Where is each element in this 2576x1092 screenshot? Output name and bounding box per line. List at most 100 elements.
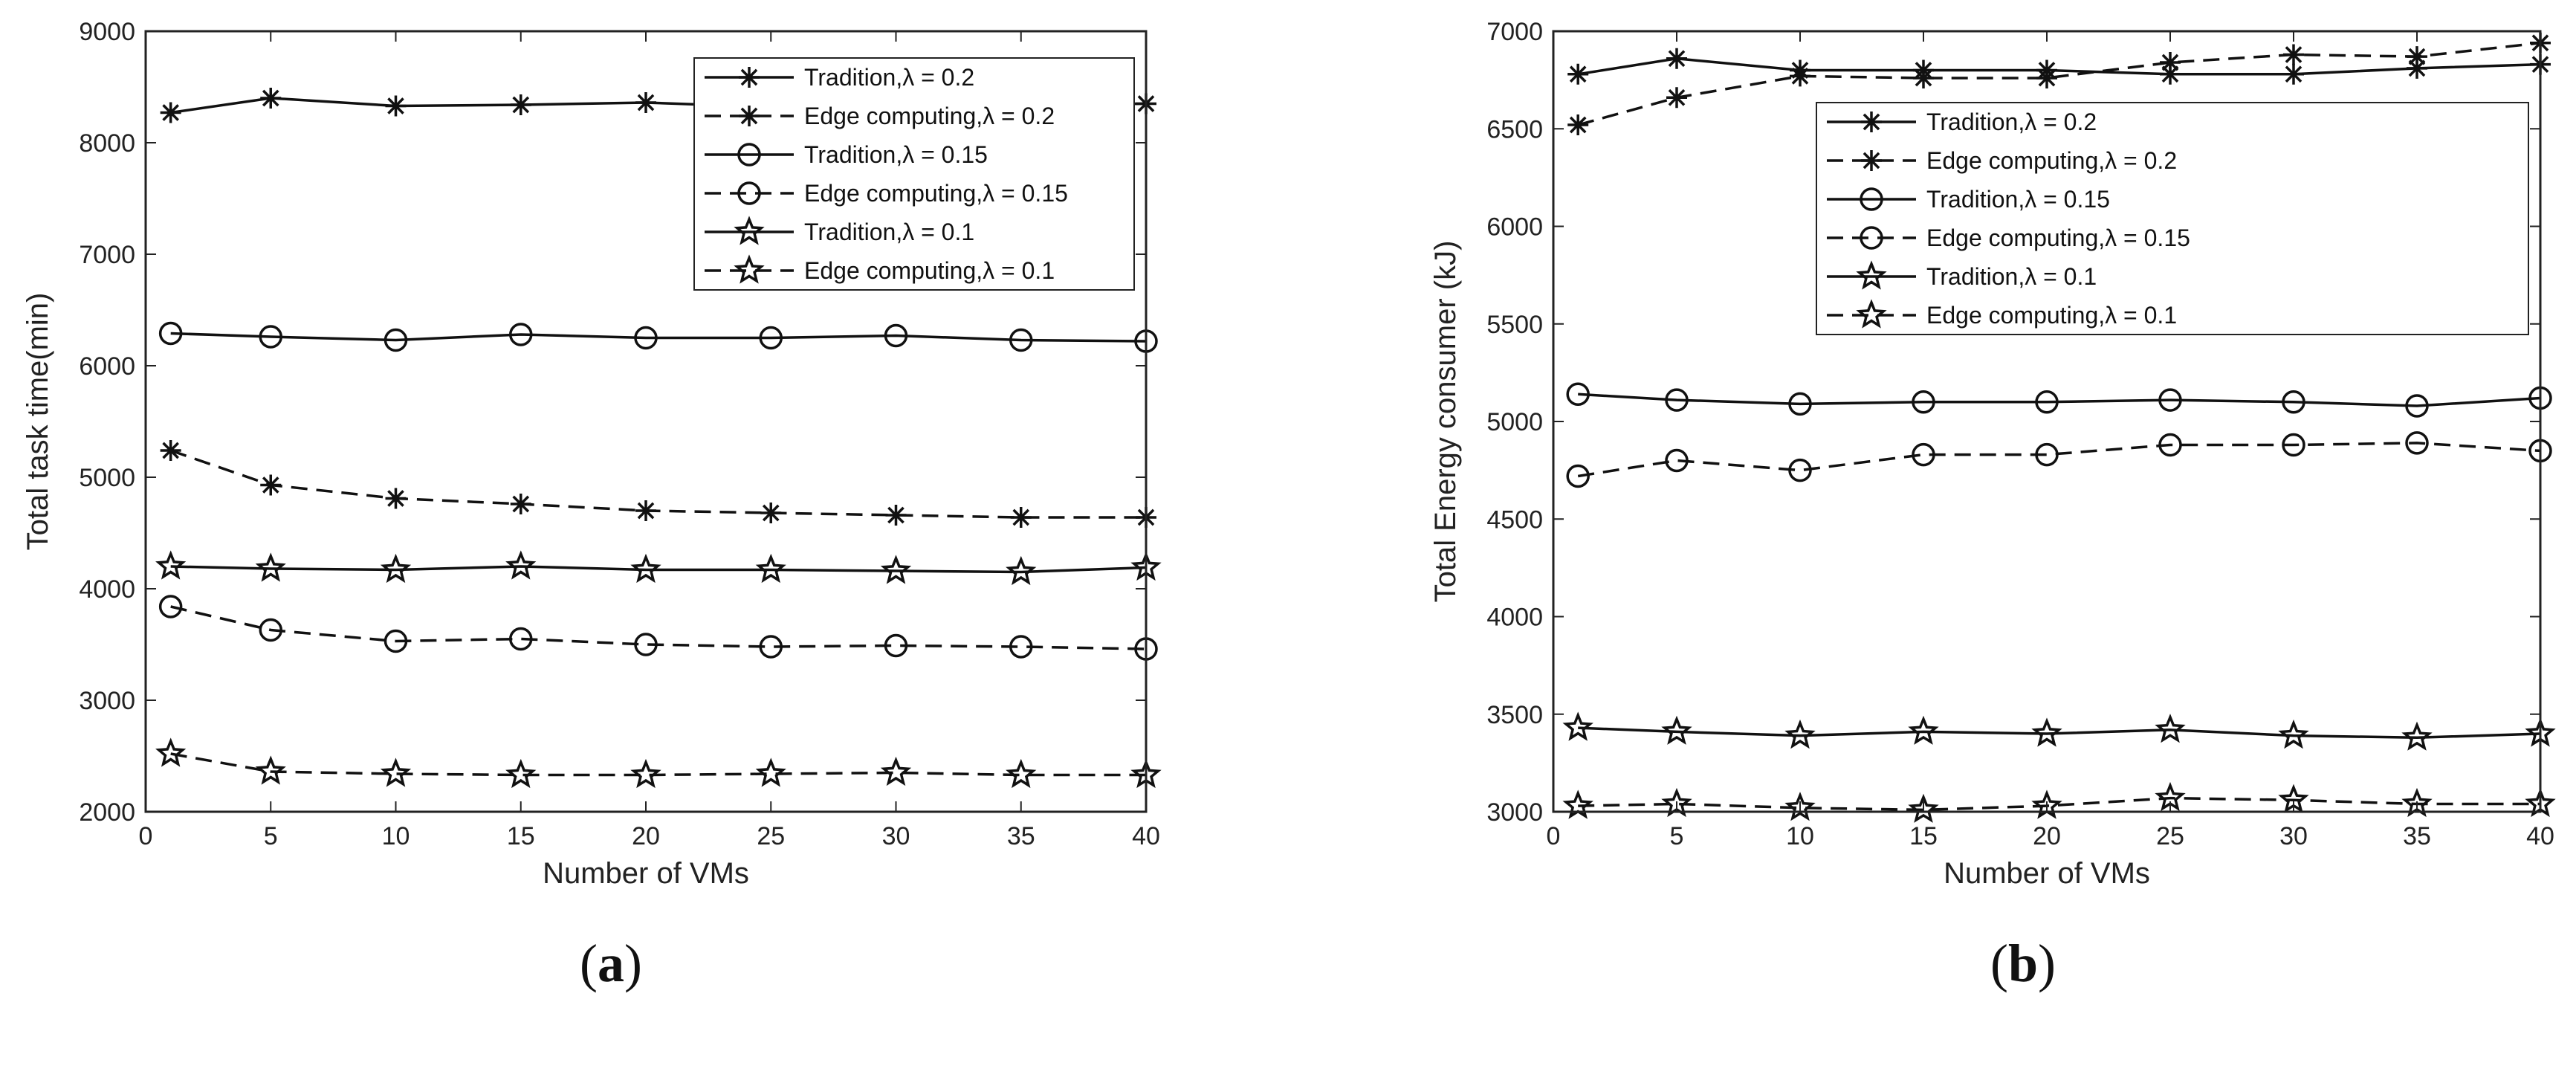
data-point-s0-p4 xyxy=(635,92,656,113)
x-tick-label: 20 xyxy=(2033,822,2061,850)
data-point-s4-p2 xyxy=(1784,719,1816,749)
legend-label: Tradition,λ = 0.2 xyxy=(804,64,974,91)
series-line xyxy=(170,449,1146,519)
data-point-s2-p5 xyxy=(2158,388,2182,412)
legend: Tradition,λ = 0.2 Edge computing,λ = 0.2 T… xyxy=(693,57,1135,291)
data-point-s2-p7 xyxy=(2405,394,2429,418)
x-tick-label: 0 xyxy=(139,822,153,850)
data-point-s4-p5 xyxy=(2155,714,2186,743)
data-point-s2-p4 xyxy=(2035,390,2059,414)
data-point-s3-p7 xyxy=(2405,431,2429,455)
legend-marker xyxy=(1856,260,1887,290)
x-tick-label: 5 xyxy=(1670,822,1684,850)
data-point-s5-p1 xyxy=(255,755,286,785)
legend-label: Tradition,λ = 0.15 xyxy=(804,141,988,168)
series-5 xyxy=(155,737,1162,789)
legend-label: Edge computing,λ = 0.2 xyxy=(1926,147,2177,174)
data-point-s0-p7 xyxy=(2407,57,2427,79)
series-line xyxy=(170,332,1147,343)
legend-item: Edge computing,λ = 0.15 xyxy=(1827,224,2190,251)
x-tick-label: 0 xyxy=(1547,822,1561,850)
x-axis-label: Number of VMs xyxy=(1944,857,2150,890)
y-tick-label: 7000 xyxy=(1486,18,1543,46)
legend-item: Tradition,λ = 0.15 xyxy=(705,141,988,168)
x-tick-label: 30 xyxy=(882,822,910,850)
data-point-s1-p3 xyxy=(1913,68,1934,88)
legend-marker xyxy=(1861,112,1882,132)
legend-item: Edge computing,λ = 0.1 xyxy=(1827,299,2177,329)
x-tick-label: 5 xyxy=(264,822,278,850)
data-point-s3-p5 xyxy=(759,635,783,659)
data-point-s4-p4 xyxy=(2031,717,2062,747)
x-tick-label: 40 xyxy=(2526,822,2554,850)
caption-close: ) xyxy=(2038,934,2056,993)
legend-label: Tradition,λ = 0.15 xyxy=(1926,186,2110,213)
x-tick-label: 35 xyxy=(1007,822,1035,850)
y-tick-label: 5500 xyxy=(1486,311,1543,339)
y-tick-label: 3000 xyxy=(1486,798,1543,827)
data-point-s4-p5 xyxy=(755,553,786,584)
legend-marker xyxy=(734,216,765,245)
caption-open: ( xyxy=(580,934,598,993)
data-point-s0-p5 xyxy=(2160,63,2181,85)
data-point-s3-p5 xyxy=(2158,433,2182,457)
series-line xyxy=(1578,726,2541,740)
series-4 xyxy=(155,550,1162,586)
caption-b: (b) xyxy=(1990,934,2056,993)
legend-item: Edge computing,λ = 0.15 xyxy=(705,180,1068,207)
y-tick-label: 7000 xyxy=(79,241,135,269)
data-point-s4-p7 xyxy=(2401,721,2433,751)
chart-panel-a: 0 5 10 15 20 25 30 35 40 2000 3000 4000 5000 6000 700… xyxy=(22,18,1162,890)
data-point-s1-p5 xyxy=(760,503,782,523)
data-point-s5-p5 xyxy=(755,757,786,787)
legend-label: Tradition,λ = 0.1 xyxy=(1926,263,2097,290)
data-point-s1-p7 xyxy=(2407,46,2427,68)
x-tick-label: 10 xyxy=(1786,822,1814,850)
legend-marker xyxy=(1861,150,1882,171)
y-axis-label: Total task time(min) xyxy=(22,293,54,551)
legend-item: Tradition,λ = 0.1 xyxy=(705,216,974,245)
data-point-s0-p1 xyxy=(260,88,282,109)
x-tick-label: 25 xyxy=(757,822,785,850)
data-point-s0-p3 xyxy=(510,94,531,115)
legend-item: Tradition,λ = 0.2 xyxy=(705,64,974,91)
data-point-s1-p1 xyxy=(1666,87,1687,109)
data-point-s0-p6 xyxy=(2283,63,2304,85)
data-point-s2-p6 xyxy=(2282,390,2305,414)
legend-box xyxy=(693,57,1135,291)
data-point-s0-p0 xyxy=(160,102,181,123)
data-point-s3-p3 xyxy=(1912,442,1935,467)
data-point-s1-p2 xyxy=(1790,65,1810,87)
series-3 xyxy=(158,595,1158,661)
data-point-s5-p3 xyxy=(1908,793,1939,823)
legend-label: Edge computing,λ = 0.2 xyxy=(804,103,1055,129)
series-4 xyxy=(1562,711,2556,751)
series-line xyxy=(1577,442,2541,478)
data-point-s3-p2 xyxy=(1788,458,1812,482)
data-point-s0-p2 xyxy=(385,95,407,117)
data-point-s3-p6 xyxy=(884,633,908,658)
y-tick-label: 6000 xyxy=(1486,213,1543,242)
data-point-s2-p2 xyxy=(1788,392,1812,416)
data-point-s4-p1 xyxy=(255,552,286,582)
data-point-s5-p7 xyxy=(1006,758,1037,789)
data-point-s2-p4 xyxy=(634,326,658,350)
series-line xyxy=(1578,392,2541,407)
legend-marker xyxy=(737,143,761,167)
data-point-s2-p1 xyxy=(1665,388,1689,412)
legend: Tradition,λ = 0.2 Edge computing,λ = 0.2 T… xyxy=(1816,102,2529,335)
y-tick-label: 3000 xyxy=(79,687,135,715)
data-point-s4-p7 xyxy=(1006,555,1037,586)
data-point-s3-p1 xyxy=(1665,448,1689,473)
data-point-s4-p3 xyxy=(1908,715,1939,745)
data-point-s2-p0 xyxy=(1566,382,1590,406)
data-point-s1-p0 xyxy=(160,440,181,461)
data-point-s1-p1 xyxy=(260,474,282,496)
legend-label: Edge computing,λ = 0.15 xyxy=(804,180,1068,207)
y-tick-label: 4000 xyxy=(79,575,135,604)
data-point-s3-p7 xyxy=(1009,635,1033,659)
caption-label: b xyxy=(2008,934,2038,993)
data-point-s1-p2 xyxy=(385,488,407,509)
legend-label: Tradition,λ = 0.1 xyxy=(804,219,974,245)
data-point-s0-p0 xyxy=(1567,63,1589,85)
